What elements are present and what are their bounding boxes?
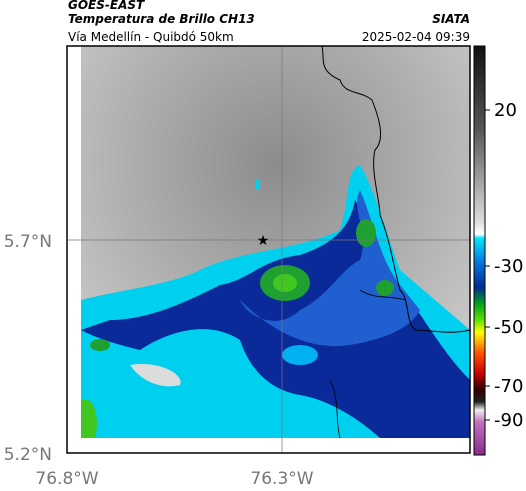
source-label: SIATA xyxy=(432,12,470,26)
colorbar-tick-label: 20 xyxy=(494,100,517,121)
colorbar-tick-label: -70 xyxy=(494,376,523,397)
timestamp-label: 2025-02-04 09:39 xyxy=(362,30,470,44)
colorbar-tick-label: -30 xyxy=(494,256,523,277)
x-axis-label: 76.8°W xyxy=(35,469,98,489)
map-image xyxy=(67,45,471,453)
product-label: Temperatura de Brillo CH13 xyxy=(68,12,255,26)
satellite-label: GOES-EAST xyxy=(68,0,145,12)
colorbar-ticks: 20 -30 -50 -70 -90 xyxy=(485,100,523,431)
y-axis-label: 5.2°N xyxy=(4,445,52,465)
x-axis-label: 76.3°W xyxy=(250,469,313,489)
colorbar-tick-label: -50 xyxy=(494,317,523,338)
colorbar-tick-label: -90 xyxy=(494,410,523,431)
y-axis-label: 5.7°N xyxy=(4,232,52,252)
region-label: Vía Medellín - Quibdó 50km xyxy=(68,30,234,44)
map-frame xyxy=(66,45,471,454)
colorbar xyxy=(473,45,486,456)
city-marker: ★ xyxy=(257,233,270,249)
